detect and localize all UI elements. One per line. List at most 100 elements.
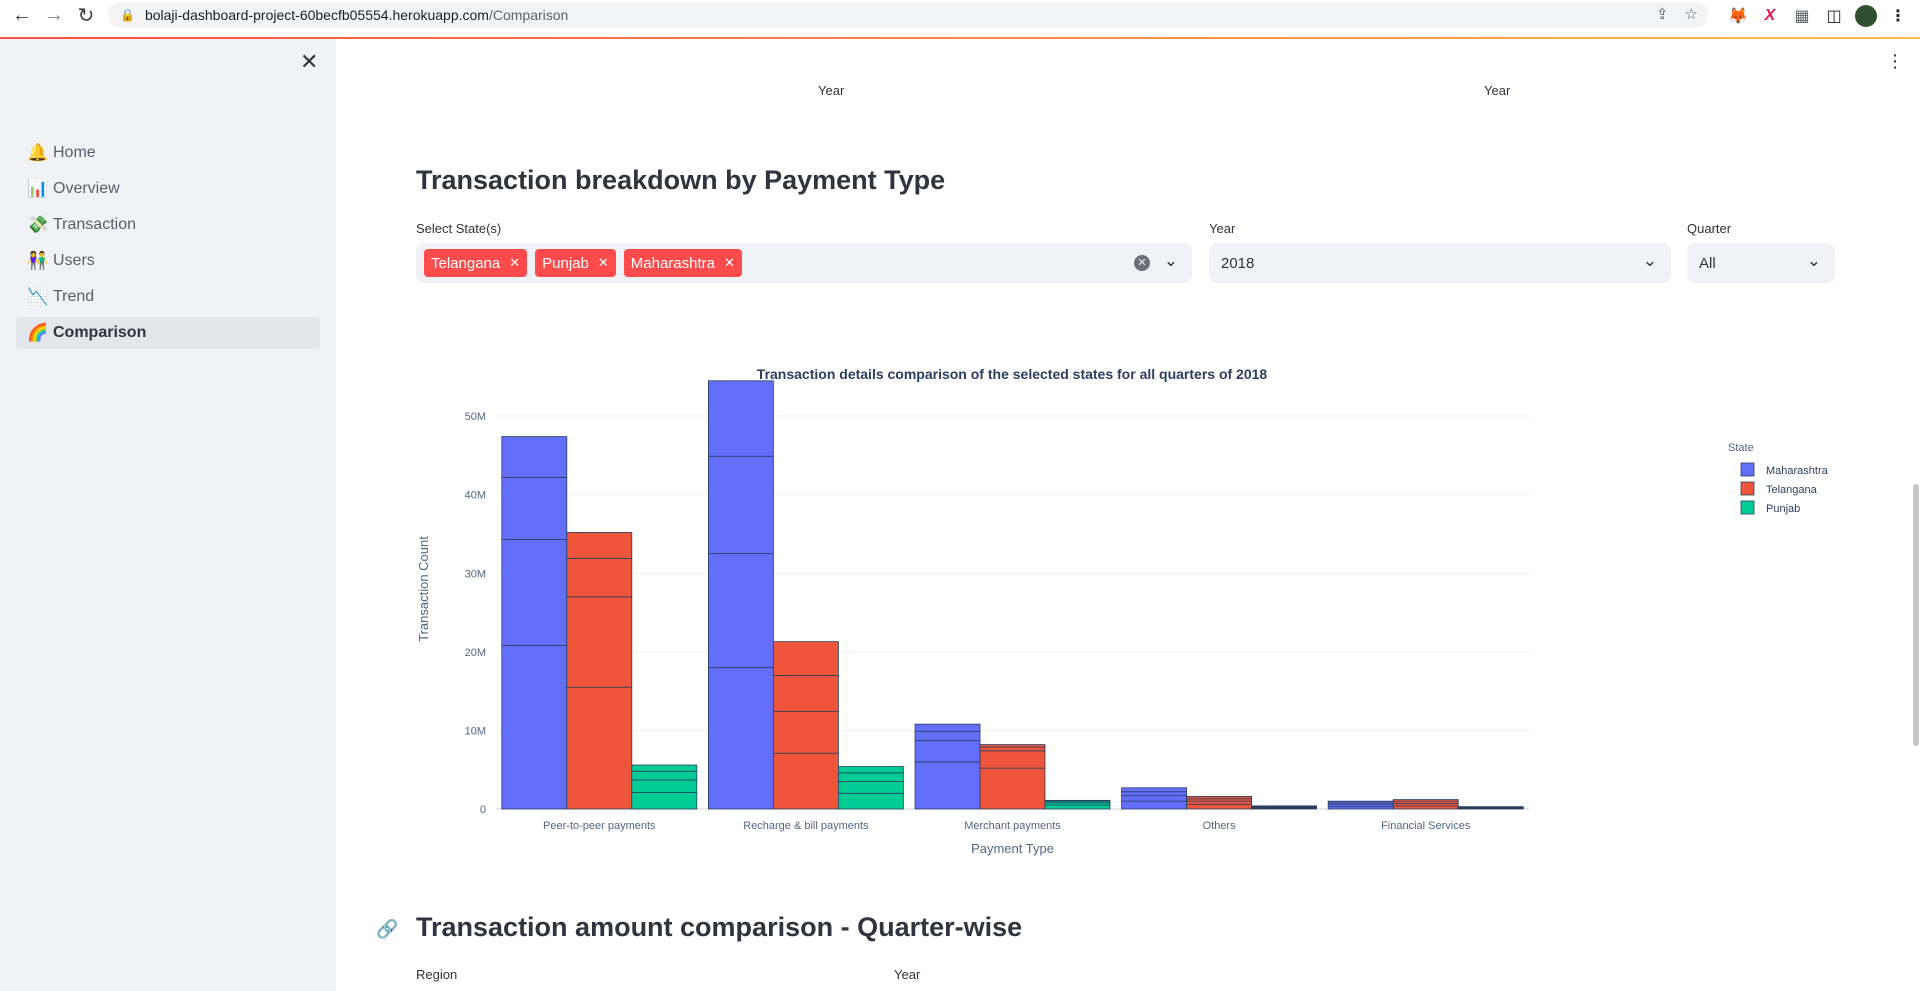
sidebar-nav: 🔔 Home 📊 Overview 💸 Transaction 👫 Users … bbox=[16, 137, 320, 353]
bar-segment bbox=[1121, 787, 1187, 793]
bar-segment bbox=[1044, 799, 1111, 802]
sidebar-item-home[interactable]: 🔔 Home bbox=[16, 137, 320, 169]
bar-segment bbox=[631, 792, 698, 810]
money-icon: 💸 bbox=[27, 215, 49, 234]
share-icon[interactable]: ⇪ bbox=[1655, 6, 1669, 23]
bar-segment bbox=[1044, 804, 1111, 810]
scrollbar-thumb[interactable] bbox=[1913, 484, 1919, 746]
bar-segment bbox=[631, 770, 698, 781]
bar-segment bbox=[1327, 800, 1394, 804]
chevron-down-icon[interactable]: ⌄ bbox=[1642, 251, 1657, 270]
bar-segment bbox=[631, 764, 698, 772]
bar-segment bbox=[837, 772, 904, 782]
url-path: /Comparison bbox=[488, 7, 569, 23]
profile-avatar[interactable] bbox=[1854, 4, 1878, 28]
bar-segment bbox=[1457, 806, 1524, 808]
year-value: 2018 bbox=[1221, 254, 1255, 272]
reload-icon[interactable]: ↻ bbox=[77, 4, 95, 27]
x-tick-label: Financial Services bbox=[1381, 820, 1471, 832]
star-icon[interactable]: ☆ bbox=[1684, 6, 1698, 23]
forward-arrow-icon[interactable]: → bbox=[44, 3, 64, 26]
state-chip[interactable]: Punjab ✕ bbox=[535, 249, 616, 277]
x-tick-label: Peer-to-peer payments bbox=[543, 820, 656, 832]
sidebar-item-trend[interactable]: 📉 Trend bbox=[16, 281, 320, 313]
chrome-menu-icon[interactable]: ⋮ bbox=[1890, 8, 1906, 25]
bar-segment bbox=[772, 675, 839, 712]
bar-segment bbox=[837, 766, 904, 774]
bell-icon: 🔔 bbox=[27, 143, 49, 162]
sidebar-item-users[interactable]: 👫 Users bbox=[16, 245, 320, 277]
state-chip[interactable]: Telangana ✕ bbox=[424, 249, 528, 277]
y-axis-title: Transaction Count bbox=[416, 536, 431, 642]
url-host: bolaji-dashboard-project-60becfb05554.he… bbox=[144, 7, 489, 23]
chip-label: Telangana bbox=[431, 254, 501, 272]
x-tick-label: Merchant payments bbox=[964, 820, 1061, 832]
browser-toolbar: ← → ↻ 🔒 bolaji-dashboard-project-60becfb… bbox=[0, 0, 1920, 38]
section-title: Transaction breakdown by Payment Type bbox=[416, 165, 946, 195]
previous-chart-x-axis-label: Year bbox=[818, 83, 845, 98]
bar-segment bbox=[566, 557, 633, 598]
year-select-label: Year bbox=[1209, 221, 1236, 236]
trend-down-icon: 📉 bbox=[27, 287, 49, 306]
close-icon[interactable]: ✕ bbox=[300, 49, 319, 74]
x-extension-icon[interactable]: X bbox=[1764, 7, 1776, 24]
sidebar-item-label: Comparison bbox=[53, 324, 147, 341]
puzzle-extensions-icon[interactable]: ▦ bbox=[1794, 8, 1810, 25]
chevron-down-icon[interactable]: ⌄ bbox=[1163, 251, 1178, 270]
bar-segment bbox=[914, 730, 981, 742]
sidebar-item-comparison[interactable]: 🌈 Comparison bbox=[16, 317, 320, 349]
y-tick-label: 10M bbox=[465, 725, 486, 737]
state-multiselect[interactable]: Telangana ✕ Punjab ✕ Maharashtra ✕ ✕ ⌄ bbox=[416, 243, 1192, 283]
sidebar-item-transaction[interactable]: 💸 Transaction bbox=[16, 209, 320, 241]
bar-segment bbox=[1121, 791, 1187, 797]
quarter-select[interactable]: All ⌄ bbox=[1687, 243, 1835, 283]
users-icon: 👫 bbox=[27, 251, 49, 270]
sidebar: ✕ 🔔 Home 📊 Overview 💸 Transaction 👫 User… bbox=[0, 39, 336, 991]
clear-all-icon[interactable]: ✕ bbox=[1134, 255, 1150, 271]
year-select[interactable]: 2018 ⌄ bbox=[1209, 243, 1671, 283]
transaction-bar-chart[interactable]: Transaction details comparison of the se… bbox=[416, 339, 1836, 879]
y-tick-label: 20M bbox=[465, 647, 486, 659]
legend-label: Telangana bbox=[1766, 484, 1818, 496]
bar-segment bbox=[979, 750, 1046, 769]
remove-chip-icon[interactable]: ✕ bbox=[597, 255, 609, 270]
header-decoration-bar bbox=[0, 37, 1920, 39]
legend-swatch bbox=[1740, 481, 1755, 496]
legend-title: State bbox=[1728, 442, 1754, 454]
bar-segment bbox=[707, 380, 774, 457]
bar-segment bbox=[707, 553, 774, 668]
y-tick-label: 30M bbox=[465, 568, 486, 580]
sidebar-item-overview[interactable]: 📊 Overview bbox=[16, 173, 320, 205]
app-menu-icon[interactable]: ⋮ bbox=[1886, 51, 1904, 71]
bar-segment bbox=[501, 436, 568, 478]
bar-segment bbox=[566, 596, 633, 688]
quarter-value: All bbox=[1699, 254, 1716, 272]
bar-segment bbox=[979, 746, 1046, 752]
link-icon[interactable]: 🔗 bbox=[376, 919, 399, 939]
fox-extension-icon[interactable]: 🦊 bbox=[1728, 8, 1748, 25]
bar-segment bbox=[501, 645, 568, 810]
state-chip[interactable]: Maharashtra ✕ bbox=[623, 249, 742, 277]
year-select-label: Year bbox=[894, 967, 921, 982]
y-tick-label: 50M bbox=[465, 411, 486, 423]
bar-segment bbox=[1121, 800, 1187, 810]
remove-chip-icon[interactable]: ✕ bbox=[509, 255, 521, 270]
bar-segment bbox=[979, 744, 1046, 748]
remove-chip-icon[interactable]: ✕ bbox=[723, 255, 735, 270]
legend-swatch bbox=[1740, 462, 1755, 477]
legend-label: Maharashtra bbox=[1766, 465, 1829, 477]
bar-segment bbox=[914, 761, 981, 810]
bar-segment bbox=[837, 792, 904, 810]
quarter-select-label: Quarter bbox=[1687, 221, 1732, 236]
side-panel-icon[interactable]: ◫ bbox=[1826, 8, 1842, 25]
bar-segment bbox=[979, 767, 1046, 810]
region-select-label: Region bbox=[416, 967, 458, 982]
y-tick-label: 40M bbox=[465, 490, 486, 502]
sidebar-item-label: Trend bbox=[53, 288, 95, 305]
back-arrow-icon[interactable]: ← bbox=[12, 3, 32, 26]
address-bar[interactable]: 🔒 bolaji-dashboard-project-60becfb05554.… bbox=[108, 2, 1708, 28]
chevron-down-icon[interactable]: ⌄ bbox=[1806, 251, 1821, 270]
sidebar-item-label: Home bbox=[53, 144, 96, 161]
bar-segment bbox=[1186, 796, 1252, 800]
bar-segment bbox=[772, 752, 839, 810]
